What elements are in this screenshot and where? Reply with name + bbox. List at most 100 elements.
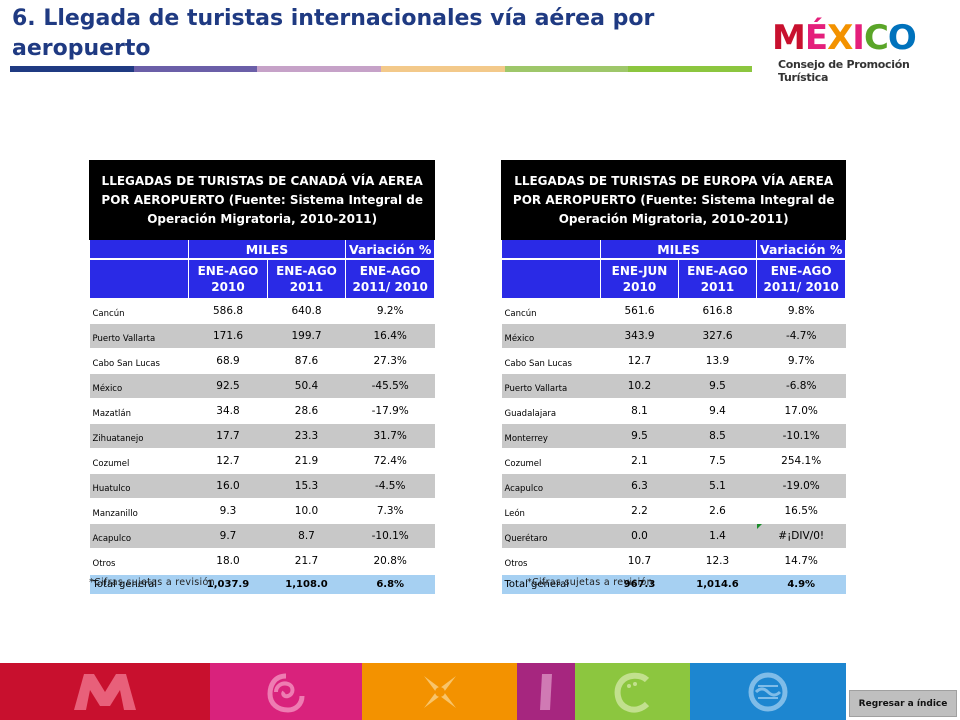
total-label: Total general [89, 573, 189, 594]
variacion-header: Variación % [344, 239, 436, 260]
total-variation: 4.9% [756, 573, 846, 594]
airport-name: Cancún [501, 298, 601, 324]
table-header: LLEGADAS DE TURISTAS DE EUROPA VÍA AEREA… [500, 160, 847, 240]
logo-wordmark: M É X I C O [772, 20, 952, 56]
logo-letter: É [804, 18, 828, 58]
table-header: LLEGADAS DE TURISTAS DE CANADÁ VÍA AEREA… [88, 160, 436, 240]
value-2010: 17.7 [188, 423, 268, 449]
value-2011: 640.8 [267, 298, 346, 324]
airport-name: Zihuatanejo [89, 423, 189, 449]
table-row: Guadalajara 8.1 9.4 17.0% [501, 398, 846, 424]
airport-name: Cabo San Lucas [501, 348, 601, 374]
total-variation: 6.8% [345, 573, 435, 594]
variation: -45.5% [345, 373, 435, 399]
airport-name: Cancún [89, 298, 189, 324]
logo-letter: I [852, 18, 865, 58]
back-to-index-button[interactable]: Regresar a índice [849, 690, 957, 717]
airport-name: Otros [501, 548, 601, 574]
table-row: Cozumel 12.7 21.9 72.4% [89, 448, 435, 474]
table-row: Mazatlán 34.8 28.6 -17.9% [89, 398, 435, 424]
period-header: ENE-AGO 2010 [188, 258, 268, 299]
value-2010: 10.7 [600, 548, 679, 574]
airport-name: Guadalajara [501, 398, 601, 424]
logo-letter: M [772, 18, 806, 58]
airport-name: Acapulco [89, 523, 189, 549]
total-2010: 967.3 [600, 573, 679, 594]
airport-name: Acapulco [501, 473, 601, 499]
variation: 17.0% [756, 398, 846, 424]
header-blank [89, 239, 189, 260]
variation: -4.5% [345, 473, 435, 499]
header-blank [501, 258, 601, 299]
value-2010: 171.6 [188, 323, 268, 349]
error-flag-icon [756, 524, 762, 529]
value-2010: 68.9 [188, 348, 268, 374]
airport-name: Huatulco [89, 473, 189, 499]
total-2011: 1,108.0 [267, 573, 346, 594]
variation: -17.9% [345, 398, 435, 424]
aztec-m-icon [74, 673, 136, 710]
variation: 27.3% [345, 348, 435, 374]
total-label: Total general [501, 573, 601, 594]
value-2010: 2.1 [600, 448, 679, 474]
variation: 9.7% [756, 348, 846, 374]
wave-o-icon [748, 672, 788, 711]
total-2011: 1,014.6 [678, 573, 757, 594]
airport-name: Otros [89, 548, 189, 574]
airport-name: Puerto Vallarta [501, 373, 601, 399]
variation: -6.8% [756, 373, 846, 399]
variation: 31.7% [345, 423, 435, 449]
value-2010: 10.2 [600, 373, 679, 399]
value-2010: 8.1 [600, 398, 679, 424]
value-2011: 13.9 [678, 348, 757, 374]
variation: 16.4% [345, 323, 435, 349]
variation: 7.3% [345, 498, 435, 524]
logo-letter: O [887, 18, 917, 58]
variation-error-cell: #¡DIV/0! [756, 523, 846, 549]
period-header: ENE-AGO 2011/ 2010 [755, 258, 847, 299]
value-2011: 23.3 [267, 423, 346, 449]
airport-name: México [89, 373, 189, 399]
airport-name: Querétaro [501, 523, 601, 549]
table-row: Cabo San Lucas 68.9 87.6 27.3% [89, 348, 435, 374]
table-row: Otros 10.7 12.3 14.7% [501, 548, 846, 574]
table-row: Cancún 586.8 640.8 9.2% [89, 298, 435, 324]
variation: 14.7% [756, 548, 846, 574]
airport-name: León [501, 498, 601, 524]
table-row: México 92.5 50.4 -45.5% [89, 373, 435, 399]
value-2010: 586.8 [188, 298, 268, 324]
value-2011: 10.0 [267, 498, 346, 524]
variacion-header: Variación % [755, 239, 847, 260]
value-2011: 5.1 [678, 473, 757, 499]
value-2011: 28.6 [267, 398, 346, 424]
variation: 20.8% [345, 548, 435, 574]
value-2010: 9.5 [600, 423, 679, 449]
calendar-c-icon [614, 672, 649, 713]
europe-arrivals-table: LLEGADAS DE TURISTAS DE EUROPA VÍA AEREA… [500, 160, 847, 594]
value-2010: 2.2 [600, 498, 679, 524]
value-2010: 9.3 [188, 498, 268, 524]
variation: 9.2% [345, 298, 435, 324]
total-row: Total general 967.3 1,014.6 4.9% [501, 573, 846, 594]
value-2010: 12.7 [188, 448, 268, 474]
footer-segment [575, 663, 690, 720]
table-row: Acapulco 6.3 5.1 -19.0% [501, 473, 846, 499]
miles-header: MILES [188, 239, 346, 260]
value-2010: 0.0 [600, 523, 679, 549]
footnote: *Cifras sujetas a revisión [89, 577, 215, 588]
value-2011: 327.6 [678, 323, 757, 349]
variation: -10.1% [756, 423, 846, 449]
table-row: Huatulco 16.0 15.3 -4.5% [89, 473, 435, 499]
airport-name: Cabo San Lucas [89, 348, 189, 374]
value-2011: 21.7 [267, 548, 346, 574]
logo-subtitle: Consejo de Promoción Turística [778, 58, 910, 84]
footnote: *Cifras sujetas a revisión [527, 577, 653, 588]
variation: 72.4% [345, 448, 435, 474]
footer-segment [0, 663, 210, 720]
value-2011: 7.5 [678, 448, 757, 474]
table-row: Cancún 561.6 616.8 9.8% [501, 298, 846, 324]
footer-segment [517, 663, 575, 720]
variation: -4.7% [756, 323, 846, 349]
value-2011: 21.9 [267, 448, 346, 474]
value-2011: 616.8 [678, 298, 757, 324]
